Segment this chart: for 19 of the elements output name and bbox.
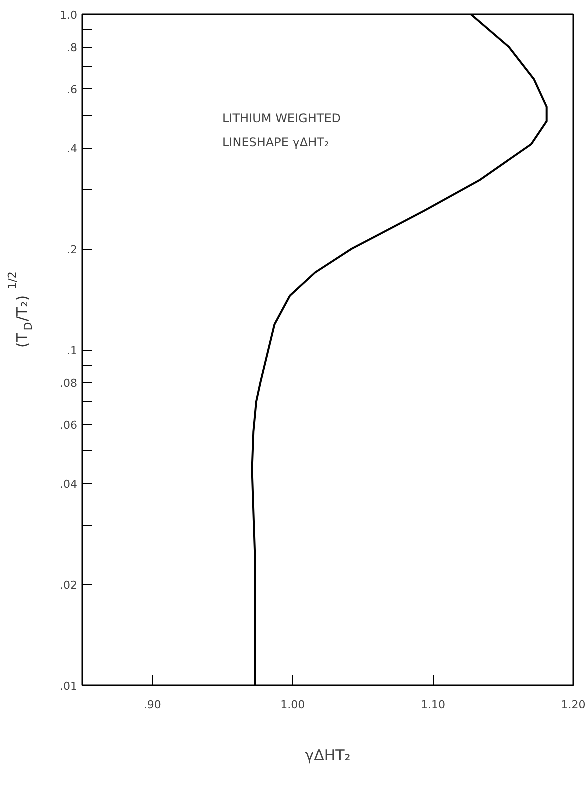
y-tick-label: .01 <box>60 680 78 693</box>
y-tick-label: .6 <box>67 83 78 96</box>
x-tick-label: 1.20 <box>561 698 586 712</box>
y-tick-label: .4 <box>67 142 78 156</box>
annotation: LINESHAPE γΔHT₂ <box>222 136 330 150</box>
y-tick-label: .08 <box>60 377 78 390</box>
y-tick-label: .02 <box>60 579 78 592</box>
y-tick-label: .8 <box>67 42 78 55</box>
y-tick-label: .04 <box>60 478 78 492</box>
y-tick-label: .2 <box>67 244 78 257</box>
x-axis-title: γΔHT₂ <box>305 746 351 764</box>
y-tick-label: 1.0 <box>60 9 78 22</box>
x-tick-label: 1.10 <box>420 698 446 712</box>
x-tick-label: .90 <box>144 698 162 712</box>
annotation: LITHIUM WEIGHTED <box>222 112 342 126</box>
y-tick-label: .1 <box>67 344 78 358</box>
y-axis-title: (TD/T₂)1/2 <box>6 272 36 348</box>
y-tick-label: .06 <box>60 418 78 432</box>
x-tick-label: 1.00 <box>280 698 306 712</box>
